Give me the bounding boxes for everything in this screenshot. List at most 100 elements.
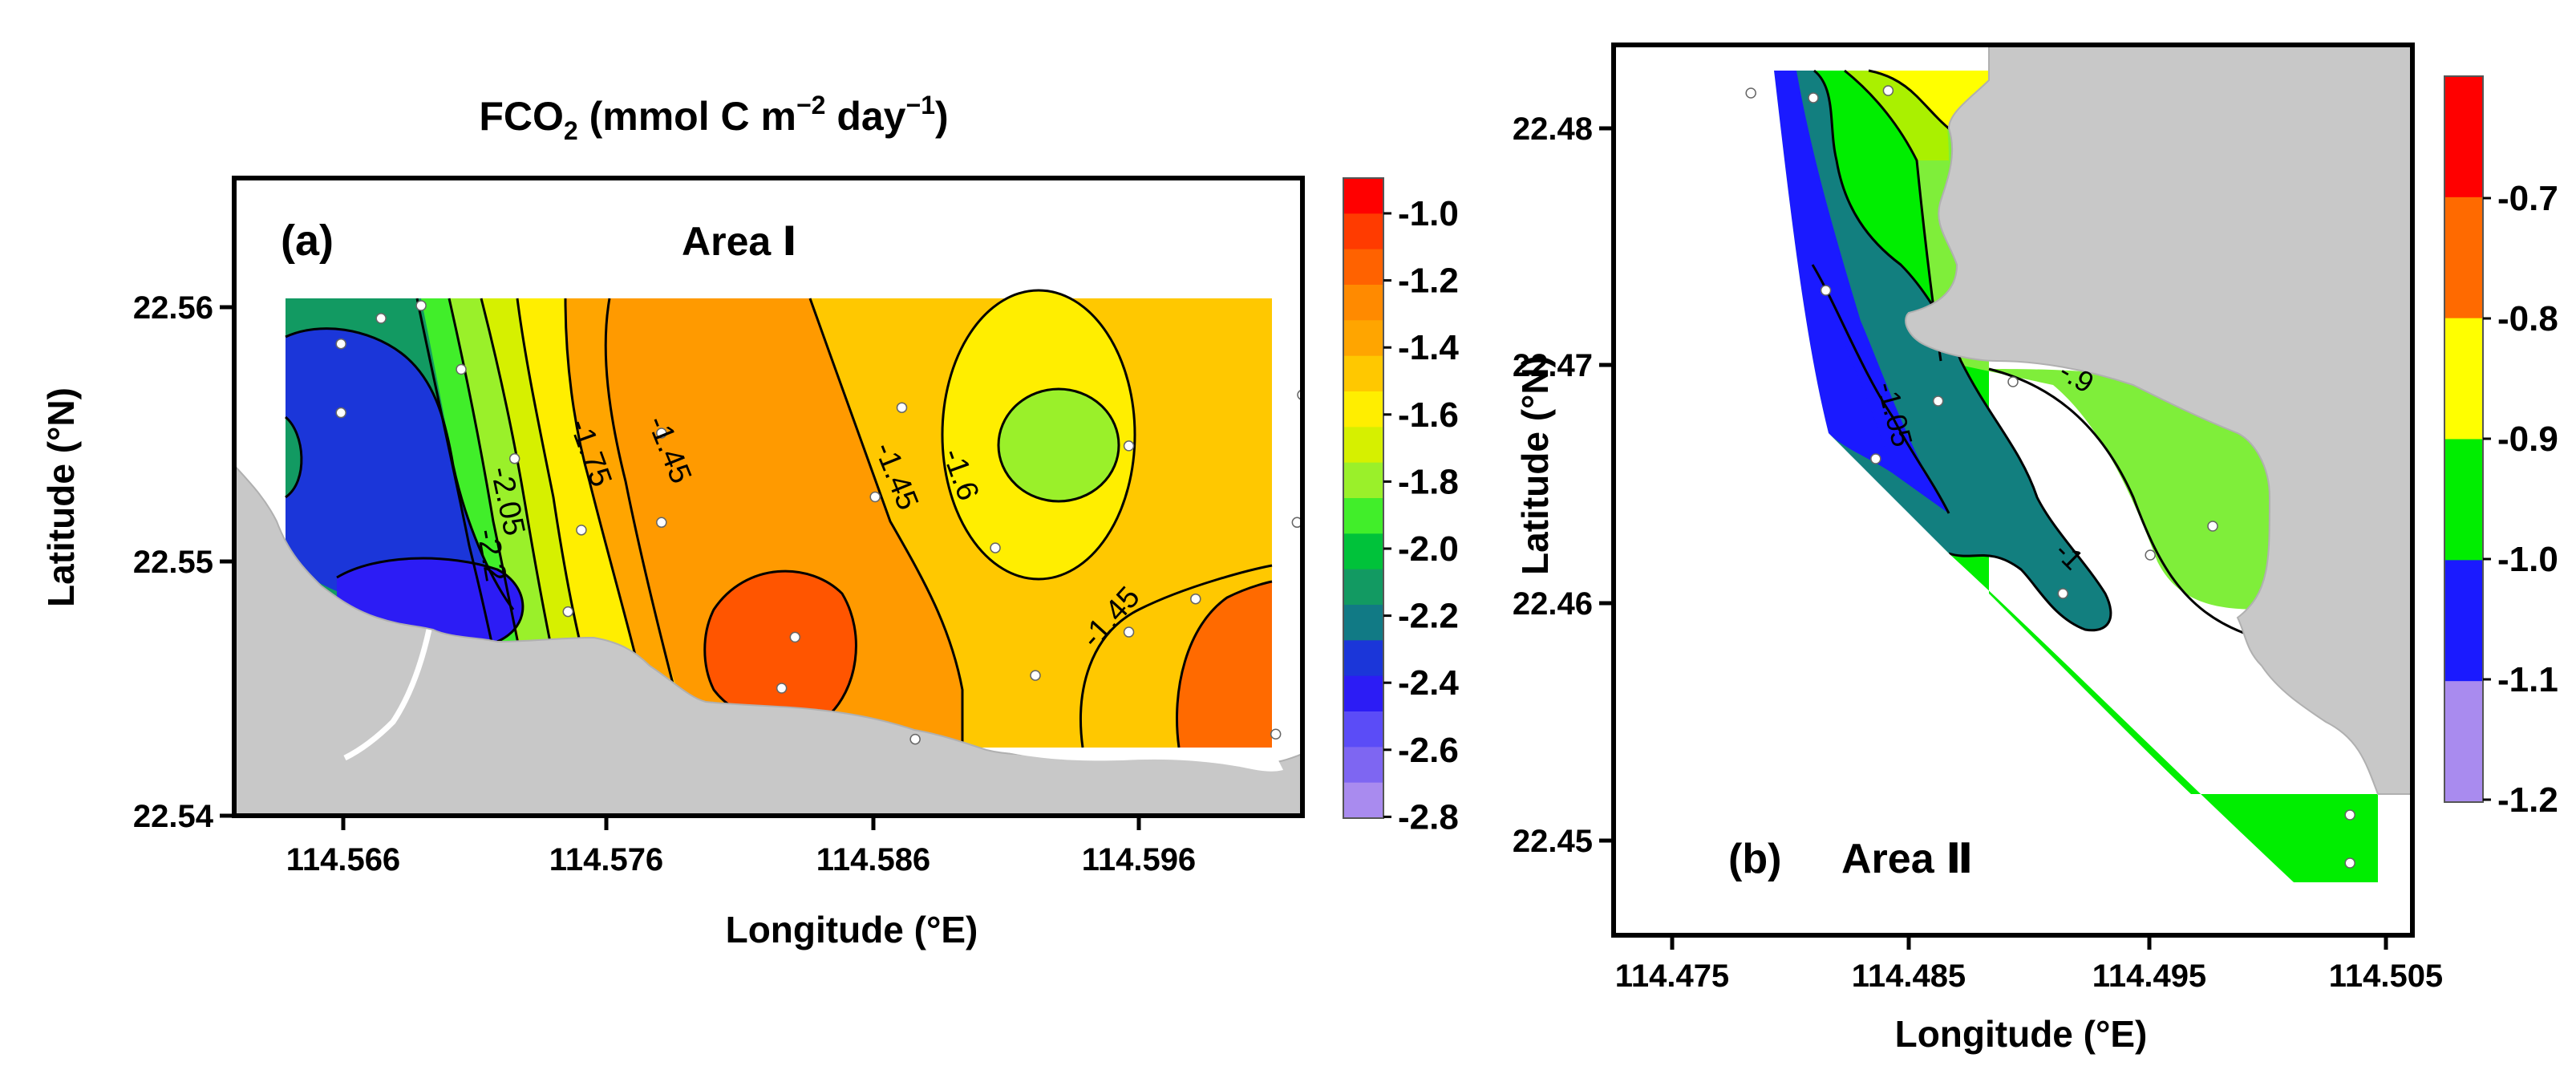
station-point: [869, 491, 881, 503]
panel-a-white-strip: [986, 748, 1283, 772]
panel-a-region-east-lime: [998, 389, 1119, 501]
station-point: [1745, 87, 1756, 99]
colorbar-segment: [2444, 76, 2483, 198]
contour-line: [336, 557, 525, 643]
colorbar-segment: [1343, 178, 1383, 214]
panel-a-area-label: Area Ⅰ: [682, 219, 797, 264]
colorbar-label: -1.2: [1398, 261, 1459, 301]
station-point: [2344, 857, 2355, 869]
contour-line: [703, 569, 857, 725]
colorbar-label: -1.0: [1398, 194, 1459, 233]
panel-b-colorbar: -0.7 -0.8 -0.9 -1.0 -1.1 -1.2: [2444, 75, 2558, 820]
colorbar-label: -1.2: [2497, 780, 2558, 820]
colorbar-segment: [1343, 391, 1383, 428]
contour-line: [1176, 580, 1273, 748]
panel-b-x-ticks: [1670, 935, 2388, 950]
station-point: [2007, 376, 2019, 387]
panel-b-area-label: Area Ⅱ: [1841, 836, 1973, 882]
colorbar-segment: [1343, 249, 1383, 286]
colorbar-label: -2.4: [1398, 663, 1459, 703]
panel-a-map: -2.05 -1.75 -2.2 -1.45 -1.45 -1.6 -1.45: [234, 289, 1302, 816]
panel-a-region-yellow: [513, 298, 658, 748]
station-point: [990, 542, 1001, 553]
colorbar-label: -1.6: [1398, 395, 1459, 435]
station-point: [415, 300, 427, 311]
panel-a-y-axis-label: Latitude (°N): [40, 387, 82, 607]
station-point: [456, 363, 467, 375]
panel-a-x-ticks: [341, 816, 1141, 830]
panel-b-x-tick-labels: 114.475 114.485 114.495 114.505: [1615, 958, 2443, 994]
station-point: [1190, 593, 1201, 605]
colorbar-label: -2.2: [1398, 597, 1459, 636]
station-point: [1882, 85, 1894, 96]
colorbar-label: -2.8: [1398, 797, 1459, 837]
colorbar-segment: [1343, 747, 1383, 784]
contour-line: [997, 387, 1120, 503]
contour-line: [1079, 564, 1273, 748]
x-tick-label: 114.586: [816, 842, 930, 877]
y-tick-label: 22.56: [133, 290, 213, 326]
colorbar-label: -0.9: [2497, 419, 2558, 459]
station-point: [1123, 626, 1135, 638]
y-tick-label: 22.46: [1513, 586, 1593, 622]
panel-b-label: (b): [1728, 836, 1781, 882]
panel-a-region-blue: [286, 328, 513, 628]
y-tick-label: 22.45: [1513, 824, 1593, 859]
colorbar-label: -2.6: [1398, 731, 1459, 770]
station-point: [562, 606, 573, 618]
station-point: [508, 453, 520, 464]
station-point: [1123, 440, 1135, 452]
colorbar-segment: [2444, 197, 2483, 319]
y-tick-label: 22.48: [1513, 111, 1593, 147]
station-point: [789, 631, 801, 643]
colorbar-segment: [1343, 498, 1383, 534]
colorbar-segment: [1343, 320, 1383, 357]
panel-b-stations: [1745, 85, 2355, 869]
y-tick-label: 22.55: [133, 545, 213, 580]
panel-b-region-green: [1774, 71, 2378, 882]
panel-a: -2.05 -1.75 -2.2 -1.45 -1.45 -1.6 -1.45 …: [40, 176, 1459, 950]
colorbar-segment: [1343, 355, 1383, 392]
colorbar-segment: [1343, 533, 1383, 570]
panel-a-y-ticks: [220, 305, 234, 818]
station-point: [656, 517, 667, 529]
panel-b-y-axis-label: Latitude (°N): [1514, 355, 1556, 575]
colorbar-segment: [1343, 462, 1383, 499]
colorbar-segment: [1343, 213, 1383, 250]
colorbar-label: -1.0: [2497, 540, 2558, 579]
colorbar-label: -0.7: [2497, 179, 2558, 218]
station-point: [776, 683, 788, 694]
panel-b: -1.05 -1 -.9 (b) Area Ⅱ 114.475 114.485 …: [1513, 43, 2558, 1055]
colorbar-segment: [1343, 285, 1383, 321]
station-point: [576, 525, 587, 536]
y-tick-label: 22.47: [1513, 348, 1593, 383]
station-point: [1932, 395, 1944, 407]
station-point: [375, 313, 387, 324]
panel-a-region-orange-2: [561, 298, 690, 748]
station-point: [656, 428, 667, 439]
panel-a-region-green: [417, 298, 541, 748]
contour-line: [604, 298, 691, 748]
colorbar-label: -1.4: [1398, 328, 1459, 367]
panel-a-stations: [335, 300, 1302, 745]
panel-a-river: [343, 629, 432, 761]
station-point: [1820, 285, 1832, 296]
colorbar-segment: [2444, 439, 2483, 561]
colorbar-segment: [2444, 681, 2483, 803]
panel-b-frame: [1611, 43, 2415, 938]
station-point: [1270, 728, 1282, 740]
figure-title: FCO2 (mmol C m−2 day−1): [479, 91, 948, 145]
colorbar-label: -1.8: [1398, 462, 1459, 501]
panel-b-map: -1.05 -1 -.9: [1614, 45, 2412, 935]
panel-a-region-south-hot: [704, 571, 857, 723]
panel-a-x-axis-label: Longitude (°E): [726, 909, 978, 950]
panel-b-blank-west: [1614, 45, 2294, 935]
station-point: [896, 402, 908, 413]
colorbar-segment: [1343, 569, 1383, 606]
station-point: [1870, 453, 1881, 464]
panel-b-region-blue: [1774, 71, 1949, 513]
colorbar-segment: [1343, 782, 1383, 819]
station-point: [2344, 809, 2355, 821]
x-tick-label: 114.495: [2092, 958, 2206, 994]
